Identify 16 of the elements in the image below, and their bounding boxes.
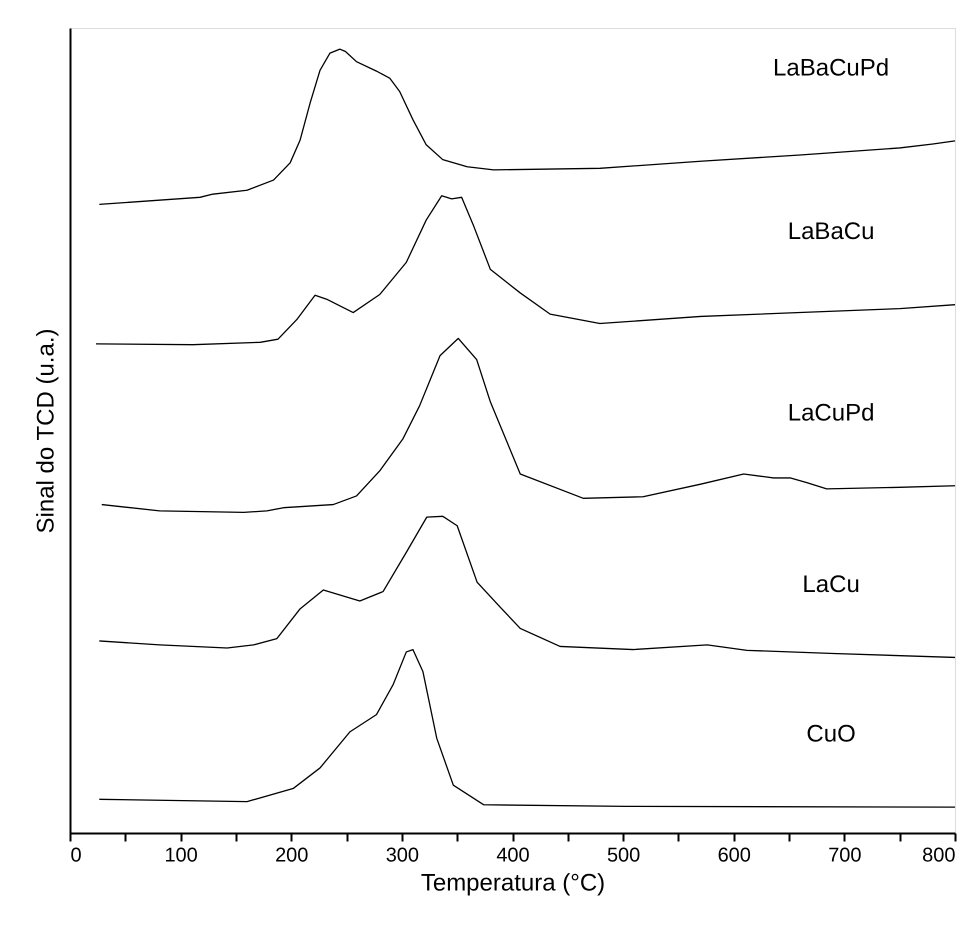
x-tick-label: 800 [922, 844, 956, 866]
text: LaBaCuPd [773, 54, 890, 82]
text: LaBaCu [788, 218, 874, 246]
x-tick-label: 200 [275, 844, 308, 866]
text: LaCu [802, 570, 860, 598]
x-tick-label: 100 [164, 844, 198, 866]
x-tick-label: 500 [606, 844, 640, 866]
x-tick-label: 400 [496, 844, 530, 866]
x-axis-title: Temperatura (°C) [420, 870, 606, 896]
text: CuO [806, 720, 856, 748]
x-tick-label: 0 [70, 844, 82, 866]
x-tick-label: 300 [386, 844, 420, 866]
y-axis-title: Sinal do TCD (u.a.) [32, 328, 60, 534]
x-tick-label: 700 [828, 844, 862, 866]
x-tick-label: 600 [718, 844, 751, 866]
text: LaCuPd [788, 399, 874, 426]
